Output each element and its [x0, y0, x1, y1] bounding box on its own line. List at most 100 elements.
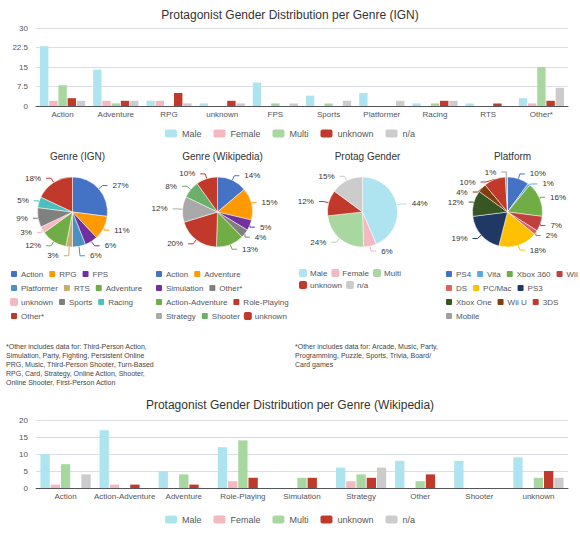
svg-text:15: 15: [19, 63, 28, 72]
svg-text:18%: 18%: [530, 246, 546, 255]
svg-text:Vita: Vita: [487, 270, 501, 279]
svg-text:n/a: n/a: [403, 515, 416, 525]
svg-text:Mobile: Mobile: [456, 312, 480, 321]
svg-text:Adventure: Adventure: [106, 284, 143, 293]
svg-text:FPS: FPS: [93, 270, 109, 279]
svg-text:Genre (IGN): Genre (IGN): [50, 151, 105, 162]
svg-text:27%: 27%: [113, 181, 129, 190]
svg-text:10%: 10%: [530, 169, 546, 178]
svg-text:2%: 2%: [546, 231, 558, 240]
svg-text:RTS: RTS: [480, 110, 496, 119]
svg-text:unknown: unknown: [310, 281, 342, 290]
svg-text:Card games: Card games: [295, 361, 334, 369]
svg-text:n/a: n/a: [357, 281, 369, 290]
svg-text:Male: Male: [182, 515, 202, 525]
svg-text:unknown: unknown: [337, 515, 373, 525]
svg-text:Strategy: Strategy: [166, 312, 196, 321]
svg-text:Simulation: Simulation: [166, 284, 203, 293]
svg-text:12%: 12%: [152, 204, 168, 213]
svg-text:Sports: Sports: [317, 110, 340, 119]
svg-text:Action-Adventure: Action-Adventure: [94, 492, 156, 501]
svg-text:24%: 24%: [310, 238, 326, 247]
svg-text:Simulation, Party, Fighting, P: Simulation, Party, Fighting, Persistent …: [6, 352, 144, 360]
svg-text:16%: 16%: [550, 193, 566, 202]
svg-text:PS3: PS3: [528, 284, 544, 293]
svg-text:3%: 3%: [47, 251, 59, 260]
svg-text:Strategy: Strategy: [346, 492, 376, 501]
svg-text:6%: 6%: [381, 247, 393, 256]
svg-text:Sports: Sports: [69, 298, 92, 307]
svg-text:*Other includes data for: Arca: *Other includes data for: Arcade, Music,…: [295, 343, 438, 351]
svg-text:unknown: unknown: [337, 129, 373, 139]
svg-text:Shooter: Shooter: [465, 492, 493, 501]
svg-text:15%: 15%: [262, 198, 278, 207]
svg-text:Female: Female: [230, 515, 260, 525]
svg-text:RTS: RTS: [74, 284, 90, 293]
svg-text:Adventure: Adventure: [204, 270, 241, 279]
svg-text:Other*: Other*: [530, 110, 553, 119]
svg-text:15%: 15%: [318, 172, 334, 181]
svg-text:18%: 18%: [25, 174, 41, 183]
svg-text:19%: 19%: [451, 234, 467, 243]
svg-text:Platformer: Platformer: [363, 110, 400, 119]
svg-text:unknown: unknown: [255, 312, 287, 321]
svg-text:20%: 20%: [167, 239, 183, 248]
svg-text:PRG, Music, Third-Person Shoot: PRG, Music, Third-Person Shooter, Turn-B…: [6, 361, 154, 368]
svg-text:0: 0: [24, 484, 29, 493]
svg-text:RPG: RPG: [160, 110, 177, 119]
svg-text:Programming, Puzzle, Sports, T: Programming, Puzzle, Sports, Trivia, Boa…: [295, 352, 431, 360]
svg-text:Multi: Multi: [289, 515, 308, 525]
svg-text:Female: Female: [230, 129, 260, 139]
svg-text:9%: 9%: [16, 214, 28, 223]
svg-text:Protag Gender: Protag Gender: [335, 151, 401, 162]
svg-text:5%: 5%: [260, 223, 272, 232]
svg-text:*Other includes data for: Thir: *Other includes data for: Third-Person A…: [6, 343, 147, 350]
svg-text:10: 10: [19, 450, 28, 459]
svg-text:unknown: unknown: [21, 298, 53, 307]
svg-text:RPG, Card, Strategy, Online Ac: RPG, Card, Strategy, Online Action, Shoo…: [6, 370, 145, 378]
svg-text:3%: 3%: [20, 228, 32, 237]
svg-text:Male: Male: [310, 269, 328, 278]
svg-text:Protagonist Gender Distributio: Protagonist Gender Distribution per Genr…: [161, 8, 418, 22]
svg-text:Shooter: Shooter: [212, 312, 240, 321]
svg-text:1%: 1%: [485, 168, 497, 177]
svg-text:0: 0: [24, 102, 29, 111]
svg-text:30: 30: [19, 24, 28, 33]
svg-text:11%: 11%: [114, 226, 129, 235]
svg-text:PC/Mac: PC/Mac: [483, 284, 511, 293]
svg-text:5%: 5%: [17, 196, 29, 205]
svg-text:Other*: Other*: [219, 284, 242, 293]
svg-text:5: 5: [24, 467, 29, 476]
svg-text:Xbox 360: Xbox 360: [517, 270, 551, 279]
svg-text:13%: 13%: [242, 245, 258, 254]
svg-text:Wii: Wii: [567, 270, 578, 279]
svg-text:12%: 12%: [298, 197, 314, 206]
svg-text:Action: Action: [166, 270, 188, 279]
svg-text:Multi: Multi: [384, 269, 401, 278]
svg-text:6%: 6%: [90, 251, 102, 260]
svg-text:10%: 10%: [179, 169, 195, 178]
svg-text:14%: 14%: [244, 171, 260, 180]
svg-text:Role-Playing: Role-Playing: [243, 298, 288, 307]
svg-text:Adventure: Adventure: [98, 110, 135, 119]
svg-text:6%: 6%: [105, 241, 117, 250]
svg-text:Online Shooter, First-Person A: Online Shooter, First-Person Action: [6, 379, 115, 386]
svg-text:22.5: 22.5: [12, 43, 28, 52]
svg-text:FPS: FPS: [268, 110, 284, 119]
svg-text:Other*: Other*: [21, 312, 44, 321]
svg-text:Wii U: Wii U: [508, 298, 527, 307]
svg-text:Female: Female: [342, 269, 369, 278]
svg-text:Other: Other: [410, 492, 430, 501]
svg-text:Protagonist Gender Distributio: Protagonist Gender Distribution per Genr…: [146, 398, 434, 412]
svg-text:Action: Action: [54, 492, 76, 501]
svg-text:44%: 44%: [412, 199, 428, 208]
svg-text:Racing: Racing: [423, 110, 448, 119]
svg-text:3DS: 3DS: [543, 298, 559, 307]
svg-text:Multi: Multi: [289, 129, 308, 139]
svg-text:Simulation: Simulation: [283, 492, 320, 501]
svg-text:7.5: 7.5: [17, 82, 29, 91]
svg-text:12%: 12%: [448, 198, 464, 207]
svg-text:Male: Male: [182, 129, 202, 139]
svg-text:Role-Playing: Role-Playing: [220, 492, 265, 501]
svg-text:PS4: PS4: [456, 270, 472, 279]
